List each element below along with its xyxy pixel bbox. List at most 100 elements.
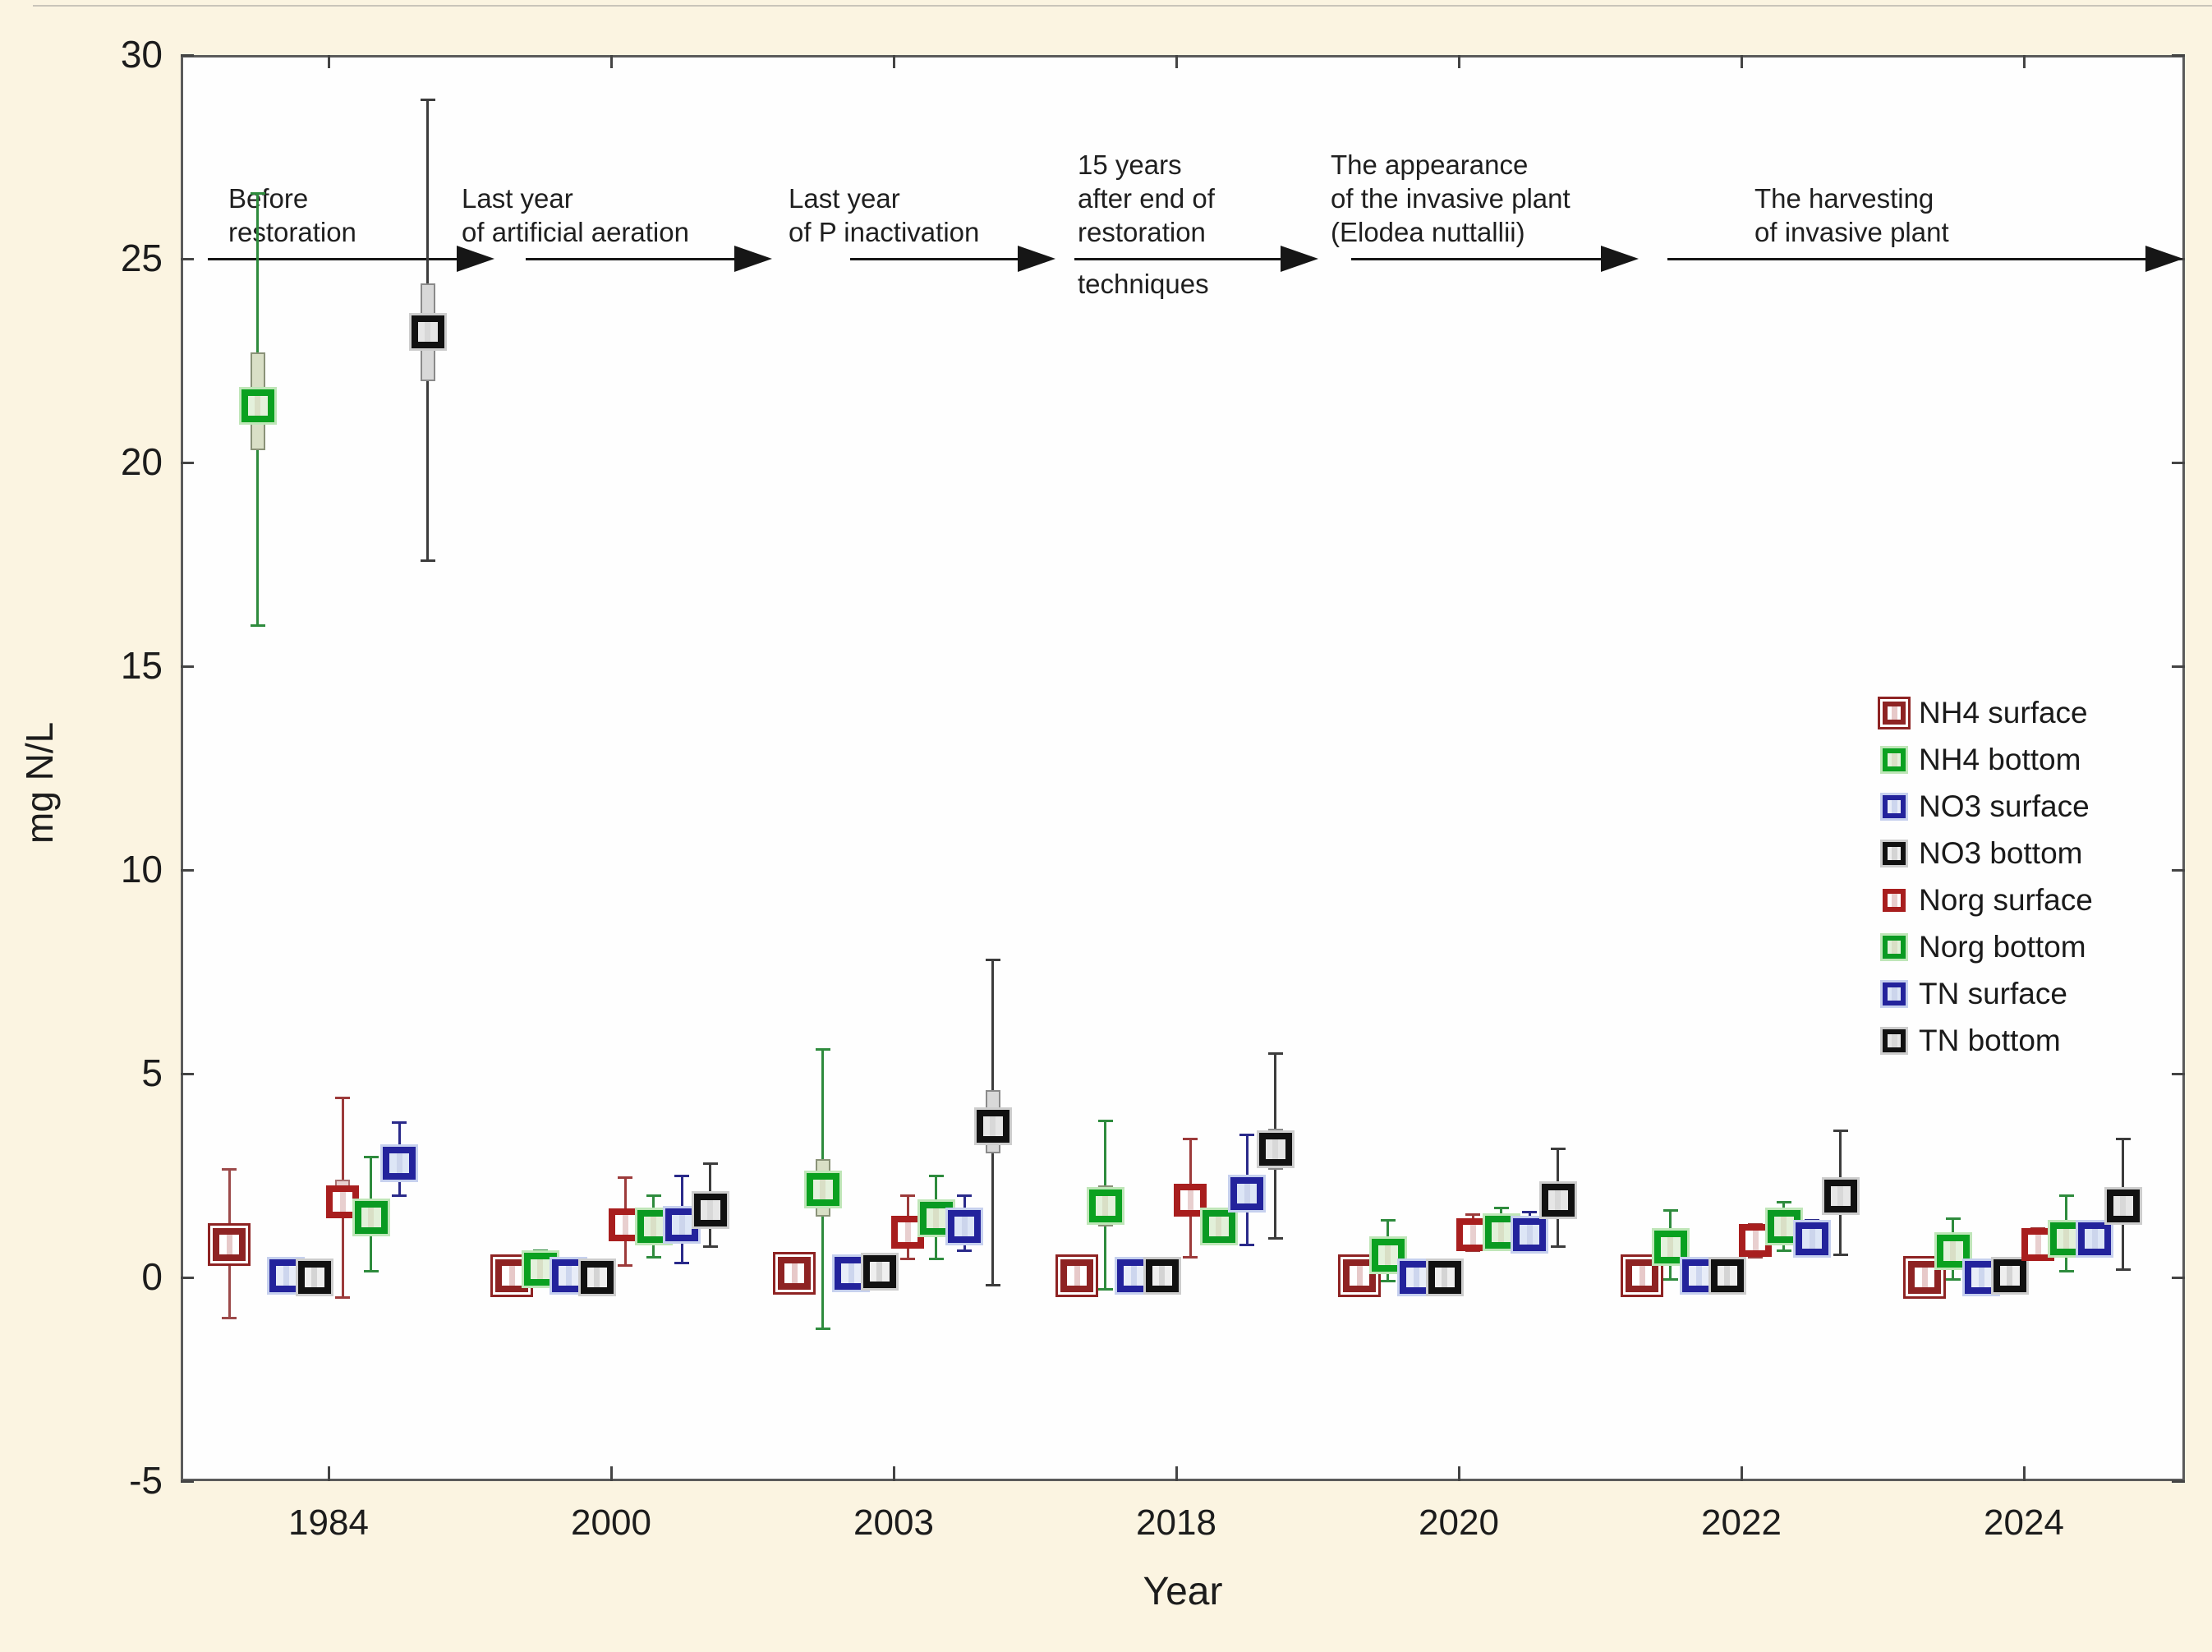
series-marker (778, 1257, 812, 1291)
series-marker (1883, 936, 1906, 959)
stage-annotation: techniques (1078, 269, 1209, 299)
x-tick-top (1740, 55, 1743, 68)
marker-center-line (678, 1214, 685, 1235)
y-tick-right (2172, 665, 2185, 668)
whisker-cap-top (2058, 1194, 2074, 1198)
y-tick-left (181, 1276, 194, 1279)
series-marker (637, 1210, 670, 1243)
legend-item: Norg surface (1883, 879, 2093, 922)
series-marker (580, 1261, 614, 1294)
marker-center-line (1385, 1245, 1391, 1265)
series-marker (297, 1261, 331, 1294)
series-marker (1343, 1259, 1377, 1292)
whisker-cap-bottom (335, 1296, 351, 1300)
legend-label: NO3 surface (1919, 789, 2090, 823)
series-marker (1230, 1177, 1264, 1211)
marker-center-line (1921, 1268, 1928, 1287)
legend-label: TN surface (1919, 977, 2067, 1010)
marker-center-line (1413, 1268, 1419, 1287)
stage-annotation: Last year of P inactivation (789, 183, 980, 247)
series-marker (1174, 1183, 1207, 1217)
whisker-cap-top (702, 1162, 718, 1165)
whisker-cap-top (957, 1194, 973, 1198)
series-marker (1908, 1261, 1942, 1294)
stage-annotation: 15 years after end of restoration (1078, 150, 1215, 247)
plot-area (181, 55, 2185, 1481)
series-marker (1883, 748, 1906, 771)
whisker-cap-bottom (392, 1194, 407, 1198)
y-axis-title: mg N/L (18, 721, 61, 844)
whisker-cap-bottom (1183, 1255, 1198, 1259)
series-marker (1883, 889, 1906, 912)
whisker-cap-bottom (957, 1249, 973, 1253)
y-axis-tick-label: 5 (141, 1051, 163, 1094)
marker-center-line (311, 1268, 318, 1287)
marker-center-line (1978, 1268, 1984, 1287)
marker-center-line (1639, 1265, 1645, 1286)
series-marker (1823, 1179, 1857, 1213)
marker-center-line (255, 395, 261, 416)
stage-annotation: Before restoration (228, 183, 356, 247)
series-marker (1088, 1190, 1122, 1223)
stage-arrowhead (1281, 246, 1318, 272)
legend-label: NO3 bottom (1919, 836, 2083, 870)
marker-center-line (1102, 1196, 1109, 1217)
series-marker (1060, 1259, 1094, 1292)
marker-center-line (537, 1259, 544, 1280)
y-tick-left (181, 461, 194, 464)
series-marker (1796, 1222, 1829, 1255)
series-marker (1202, 1210, 1235, 1243)
whisker-cap-bottom (1550, 1245, 1566, 1249)
series-marker (976, 1110, 1009, 1144)
y-axis-tick-label: 25 (120, 237, 163, 279)
whisker-cap-bottom (222, 1317, 237, 1320)
whisker-cap-bottom (363, 1270, 379, 1273)
marker-center-line (2120, 1196, 2127, 1217)
whisker-cap-top (618, 1176, 633, 1179)
y-axis-tick-label: -5 (129, 1459, 163, 1502)
x-tick-bottom (892, 1466, 895, 1481)
marker-center-line (1667, 1236, 1674, 1257)
x-tick-top (2022, 55, 2026, 68)
marker-center-line (961, 1217, 968, 1236)
x-tick-bottom (1740, 1466, 1743, 1481)
marker-center-line (368, 1208, 375, 1228)
marker-center-line (1555, 1190, 1561, 1210)
marker-center-line (848, 1263, 854, 1284)
marker-center-line (876, 1261, 883, 1282)
series-marker (948, 1210, 982, 1243)
series-marker (1767, 1210, 1800, 1243)
whisker-cap-bottom (250, 624, 265, 627)
marker-center-line (339, 1192, 346, 1213)
x-axis-tick-label: 2020 (1419, 1502, 1499, 1543)
x-axis-tick-label: 2000 (571, 1502, 651, 1543)
marker-center-line (791, 1263, 798, 1284)
y-tick-right (2172, 461, 2185, 464)
stage-arrow (1667, 257, 2147, 260)
series-marker (1371, 1238, 1405, 1272)
whisker-cap-top (815, 1047, 830, 1051)
stage-arrow (850, 257, 1019, 260)
legend-item: NO3 surface (1883, 785, 2090, 828)
whisker-cap-top (250, 192, 265, 196)
legend-item: NH4 bottom (1883, 739, 2081, 781)
x-tick-bottom (609, 1466, 613, 1481)
series-marker (213, 1228, 246, 1262)
marker-center-line (707, 1200, 714, 1221)
whisker-cap-bottom (674, 1262, 690, 1265)
whisker-cap-bottom (1662, 1277, 1678, 1281)
series-marker (1541, 1183, 1575, 1217)
marker-center-line (226, 1235, 232, 1255)
whisker-cap-top (1239, 1133, 1255, 1136)
y-axis-tick-label: 15 (120, 644, 163, 687)
marker-center-line (1244, 1184, 1250, 1204)
marker-center-line (1469, 1224, 1476, 1245)
marker-center-line (1891, 894, 1897, 907)
marker-center-line (622, 1214, 628, 1235)
whisker-cap-bottom (646, 1255, 661, 1259)
y-axis-tick-label: 0 (141, 1255, 163, 1298)
series-marker (354, 1201, 388, 1235)
stage-arrow (1074, 257, 1282, 260)
x-axis-tick-label: 2018 (1136, 1502, 1216, 1543)
marker-center-line (1272, 1139, 1279, 1159)
